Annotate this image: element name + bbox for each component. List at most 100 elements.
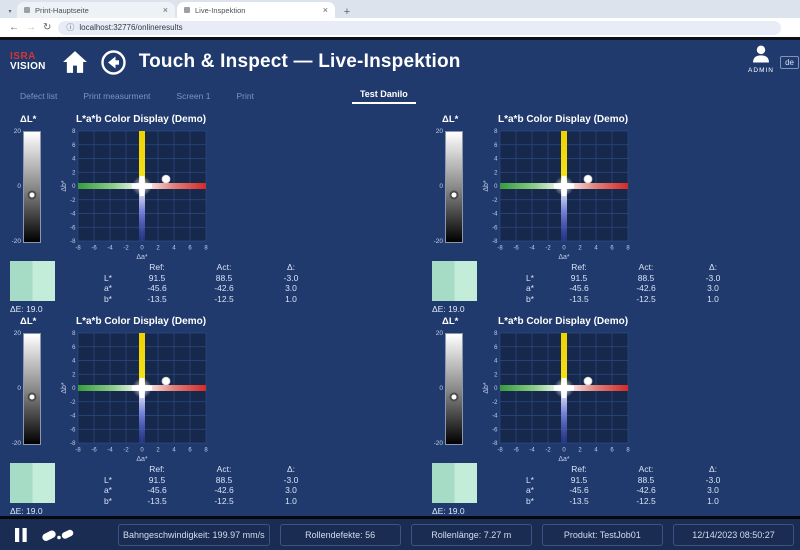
language-selector[interactable]: de (780, 56, 799, 69)
center-cross (139, 176, 145, 196)
act-value: -42.6 (214, 283, 234, 293)
x-tick-label: -4 (107, 448, 113, 454)
nav-item-print[interactable]: Print (236, 91, 254, 101)
new-tab-button[interactable]: + (343, 6, 351, 18)
refresh-icon[interactable]: ↻ (43, 21, 52, 33)
blue-axis-bar (139, 186, 145, 241)
y-tick-label: 8 (72, 129, 76, 135)
nav-item-print-measurment[interactable]: Print measurment (83, 91, 151, 101)
x-tick-label: 4 (172, 246, 176, 252)
act-value: -12.5 (214, 495, 234, 506)
col-header: Δ: (708, 262, 718, 272)
user-menu[interactable]: ADMIN (748, 45, 774, 74)
nav-item-defect-list[interactable]: Defect list (20, 91, 58, 101)
y-tick-label: 2 (72, 372, 76, 378)
y-tick-label: 6 (494, 345, 498, 351)
x-tick-label: -8 (75, 246, 81, 252)
act-value: 88.5 (637, 474, 655, 485)
status-product: Produkt: TestJob01 (541, 523, 663, 546)
nav-item-test-danilo[interactable]: Test Danilo (351, 89, 416, 104)
chart-title: L*a*b Color Display (Demo) (498, 114, 629, 125)
delta-l-tick-max: 20 (435, 128, 443, 135)
x-tick-label: 6 (610, 448, 614, 454)
delta-l-tick-zero: 0 (439, 183, 443, 190)
delta-l-bar: 20 0 -20 (432, 128, 464, 245)
delta-l-tick-max: 20 (13, 128, 21, 135)
x-tick-label: 6 (188, 448, 192, 454)
y-tick-label: 6 (494, 143, 498, 149)
act-value: -42.6 (214, 485, 234, 495)
act-value: 88.5 (215, 474, 233, 485)
roll-change-icon[interactable] (40, 525, 76, 545)
lab-chart-svg: -8-8 -6 -6 -4 -4 -2 -2 0 0 2 2 4 4 6 6 8 8 Δb* Δa* (61, 331, 208, 463)
browser-chrome: ▾ Print-Hauptseite × Live-Inspektion × +… (0, 0, 800, 40)
close-tab-icon[interactable]: × (322, 4, 328, 15)
app-header: ISRA VISION Touch & Inspect — Live-Inspe… (0, 40, 800, 84)
lab-color-panel: ΔL* 20 0 -20 ΔE: 19.0 L*a*b Color Displa… (8, 112, 374, 314)
col-header: Ref: (571, 262, 587, 272)
act-value: 88.5 (637, 272, 655, 283)
yellow-axis-bar (561, 131, 567, 186)
x-tick-label: -4 (529, 246, 535, 252)
forward-icon[interactable]: → (26, 21, 36, 33)
act-value: -42.6 (636, 283, 656, 293)
back-icon[interactable]: ← (9, 21, 19, 33)
y-tick-label: 4 (72, 157, 76, 163)
tab-favicon (24, 7, 30, 13)
delta-l-bar: 20 0 -20 (432, 330, 464, 447)
site-info-icon[interactable]: ⓘ (66, 23, 75, 32)
y-axis-label: Δb* (61, 382, 68, 394)
y-tick-label: 8 (494, 129, 498, 135)
user-label: ADMIN (748, 67, 774, 74)
x-tick-label: -6 (91, 448, 97, 454)
y-tick-label: 2 (494, 170, 498, 176)
chart-title: L*a*b Color Display (Demo) (76, 316, 207, 327)
browser-tab-live-inspektion[interactable]: Live-Inspektion × (177, 2, 335, 18)
ref-value: 91.5 (570, 474, 588, 485)
home-button[interactable] (61, 48, 89, 76)
y-tick-label: -6 (492, 427, 498, 433)
tab-search-caret-icon[interactable]: ▾ (8, 8, 12, 15)
nav-item-screen-1[interactable]: Screen 1 (176, 91, 211, 101)
logo-text-top: ISRA (10, 50, 36, 62)
delta-value: -3.0 (283, 474, 299, 485)
browser-tab-print-hauptseite[interactable]: Print-Hauptseite × (17, 2, 175, 18)
row-label: a* (525, 283, 534, 293)
delta-e-value: ΔE: 19.0 (10, 506, 43, 516)
delta-l-tick-max: 20 (13, 330, 21, 337)
center-cross (139, 378, 145, 398)
col-header: Act: (638, 464, 654, 474)
chart-title: L*a*b Color Display (Demo) (76, 114, 207, 125)
x-tick-label: -2 (123, 448, 129, 454)
x-tick-label: 6 (188, 246, 192, 252)
page-title: Touch & Inspect — Live-Inspektion (138, 51, 461, 72)
nav-bar: Defect list Print measurment Screen 1 Print… (0, 84, 800, 108)
row-label: b* (103, 293, 112, 304)
green-axis-bar (500, 183, 564, 189)
pause-icon[interactable] (12, 526, 30, 544)
x-tick-label: -6 (513, 246, 519, 252)
delta-l-tick-zero: 0 (17, 385, 21, 392)
ref-value: -13.5 (147, 293, 167, 304)
delta-l-marker (27, 190, 37, 200)
delta-l-tick-max: 20 (435, 330, 443, 337)
y-tick-label: 2 (494, 372, 498, 378)
back-navigation-button[interactable] (100, 48, 128, 76)
col-header: Ref: (149, 464, 165, 474)
table-corner (496, 464, 540, 475)
x-tick-label: -2 (545, 448, 551, 454)
table-corner (74, 262, 118, 273)
delta-l-tick-min: -20 (11, 238, 21, 245)
delta-l-column: ΔL* 20 0 -20 ΔE: 19.0 (10, 114, 57, 314)
y-tick-label: 0 (494, 386, 498, 392)
y-tick-label: 8 (494, 331, 498, 337)
act-value: -42.6 (636, 485, 656, 495)
x-axis-label: Δa* (136, 456, 148, 463)
green-axis-bar (78, 385, 142, 391)
delta-l-label: ΔL* (20, 114, 37, 125)
address-bar[interactable]: ⓘ localhost:32776/onlineresults (58, 20, 781, 35)
spacer (432, 243, 479, 261)
x-tick-label: 4 (172, 448, 176, 454)
isra-vision-logo: ISRA VISION (10, 50, 46, 73)
close-tab-icon[interactable]: × (162, 4, 168, 15)
